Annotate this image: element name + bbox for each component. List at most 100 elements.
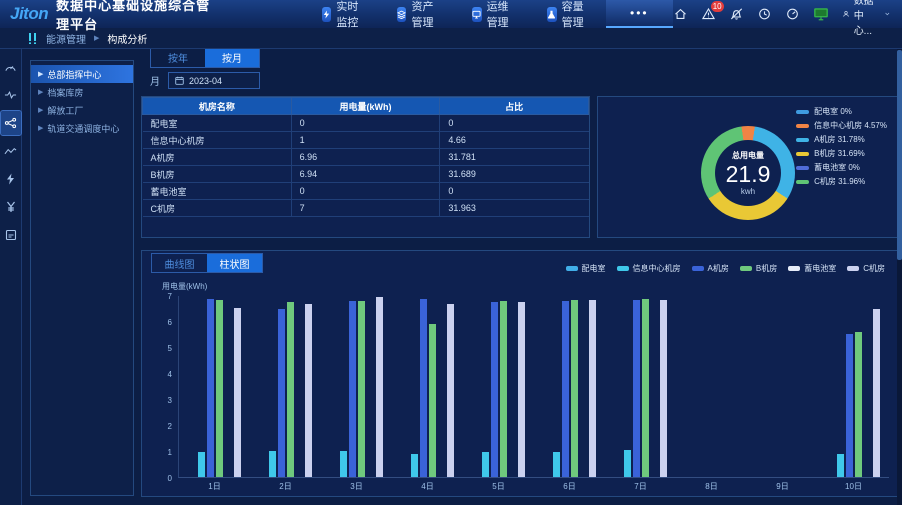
bar: [552, 452, 560, 477]
rail-power-icon[interactable]: [1, 167, 21, 191]
top-menu: 实时监控 资产管理 运维管理 容量管理 •••: [306, 0, 673, 29]
tree-expand-icon[interactable]: ▶: [38, 71, 44, 78]
bar: [641, 298, 649, 477]
lightning-icon: [321, 6, 332, 22]
menu-item-more[interactable]: •••: [606, 0, 673, 28]
more-icon: •••: [630, 6, 649, 20]
history-icon[interactable]: [757, 7, 772, 21]
legend-marker: [847, 266, 860, 271]
bar: [428, 324, 436, 477]
donut-legend-item[interactable]: C机房 31.96%: [796, 176, 887, 187]
tab-bar-chart[interactable]: 柱状图: [207, 254, 262, 272]
legend-marker: [796, 179, 810, 184]
donut-legend-item[interactable]: A机房 31.78%: [796, 134, 887, 145]
top-actions: 10 数据中心...: [673, 0, 902, 37]
tab-by-year[interactable]: 按年: [168, 54, 188, 65]
y-axis-tick-label: 0: [167, 474, 172, 483]
bar-legend-item[interactable]: C机房: [847, 263, 885, 274]
table-cell: 1: [291, 131, 441, 149]
legend-marker: [796, 165, 810, 170]
table-row: C机房 7 31.963: [142, 199, 589, 217]
bar: [357, 301, 365, 477]
menu-item-capacity[interactable]: 容量管理: [531, 0, 606, 29]
bar: [197, 452, 205, 477]
kvm-monitor-icon[interactable]: [813, 7, 829, 21]
bar-legend-item[interactable]: 配电室: [565, 263, 606, 274]
tree-expand-icon[interactable]: ▶: [38, 125, 44, 132]
bar: [561, 301, 569, 477]
table-cell: 信息中心机房: [142, 131, 292, 149]
period-tabs: 按年 按月: [150, 47, 260, 68]
alarm-icon[interactable]: 10: [701, 1, 724, 21]
user-icon: [843, 11, 849, 17]
menu-label: 资产管理: [411, 1, 434, 29]
notification-muted-icon[interactable]: [729, 7, 744, 21]
bar-legend-item[interactable]: 信息中心机房: [616, 263, 681, 274]
menu-item-assets[interactable]: 资产管理: [381, 0, 456, 29]
donut-legend-item[interactable]: 配电室 0%: [796, 106, 887, 117]
donut-legend-item[interactable]: 蓄电池室 0%: [796, 162, 887, 173]
rail-cost-icon[interactable]: [1, 195, 21, 219]
brand-logo: Jiton: [10, 4, 49, 23]
table-row: 信息中心机房 1 4.66: [142, 131, 589, 149]
bar: [286, 302, 294, 477]
table-cell: 7: [291, 199, 441, 217]
bar-legend-item[interactable]: A机房: [691, 263, 729, 274]
bar: [446, 303, 454, 477]
tree-item[interactable]: ▶ 档案库房: [31, 83, 133, 101]
x-axis-tick-label: 5日: [492, 482, 505, 491]
table-cell: 0: [291, 182, 441, 200]
rail-topology-icon[interactable]: [0, 110, 22, 136]
menu-item-operations[interactable]: 运维管理: [456, 0, 531, 29]
rail-activity-icon[interactable]: [1, 83, 21, 107]
tree-item[interactable]: ▶ 解放工厂: [31, 101, 133, 119]
legend-label: C机房 31.96%: [814, 177, 866, 186]
tree-item[interactable]: ▶ 总部指挥中心: [31, 65, 133, 83]
bar: [499, 301, 507, 477]
rail-report-icon[interactable]: [1, 223, 21, 247]
tree-expand-icon[interactable]: ▶: [38, 89, 44, 96]
user-menu[interactable]: 数据中心...: [842, 0, 890, 37]
tree-item-label: 总部指挥中心: [47, 69, 102, 80]
scrollbar-thumb[interactable]: [897, 50, 902, 260]
site-tree: ▶ 总部指挥中心 ▶ 档案库房 ▶ 解放工厂 ▶ 轨道交通调度中心: [30, 60, 134, 496]
donut-value: 21.9: [725, 160, 771, 187]
table-cell: C机房: [142, 199, 292, 217]
breadcrumb-page: 构成分析: [107, 34, 148, 46]
tree-expand-icon[interactable]: ▶: [38, 107, 44, 114]
bar: [623, 449, 631, 477]
x-axis-tick-label: 9日: [776, 482, 789, 491]
tab-by-month[interactable]: 按月: [205, 48, 259, 67]
top-bar: Jiton 数据中心基础设施综合管理平台 实时监控 资产管理 运维管理: [0, 0, 902, 37]
share-donut-panel: 总用电量 21.9 kwh 配电室 0% 信息中心机房 4.57% A机房 31.7…: [597, 96, 898, 238]
tab-line-chart[interactable]: 曲线图: [164, 259, 195, 271]
donut-legend-item[interactable]: B机房 31.69%: [796, 148, 887, 159]
menu-label: 容量管理: [561, 1, 584, 29]
table-cell: 0: [439, 114, 589, 132]
bar-legend-item[interactable]: B机房: [739, 263, 777, 274]
month-picker-input[interactable]: 2023-04: [168, 72, 260, 89]
table-row: 蓄电池室 0 0: [142, 182, 589, 200]
tree-item[interactable]: ▶ 轨道交通调度中心: [31, 119, 133, 137]
bar-chart-legend: 配电室 信息中心机房 A机房 B机房 蓄电池室 C机房: [565, 263, 885, 274]
chart-type-tabs: 曲线图 柱状图: [151, 253, 263, 273]
home-icon[interactable]: [673, 7, 688, 21]
bar-chart-plot: 1日 2日 3日 4日 5日 6日 7日 8日 9日 10日: [178, 296, 889, 491]
bar: [410, 453, 418, 477]
table-cell: 6.96: [291, 148, 441, 166]
donut-legend-item[interactable]: 信息中心机房 4.57%: [796, 120, 887, 131]
bar: [481, 452, 489, 477]
rail-dashboard-icon[interactable]: [1, 55, 21, 79]
menu-item-realtime[interactable]: 实时监控: [306, 0, 381, 29]
breadcrumb-section[interactable]: 能源管理: [46, 34, 86, 46]
table-cell: 4.66: [439, 131, 589, 149]
legend-marker: [796, 123, 810, 128]
gauge-icon[interactable]: [785, 7, 800, 21]
chevron-down-icon: [885, 12, 890, 16]
bar: [348, 301, 356, 477]
bar-legend-item[interactable]: 蓄电池室: [788, 263, 836, 274]
bar: [206, 298, 214, 477]
legend-label: 信息中心机房 4.57%: [814, 121, 887, 130]
rail-trend-icon[interactable]: [1, 139, 21, 163]
alert-badge: 10: [710, 1, 724, 12]
